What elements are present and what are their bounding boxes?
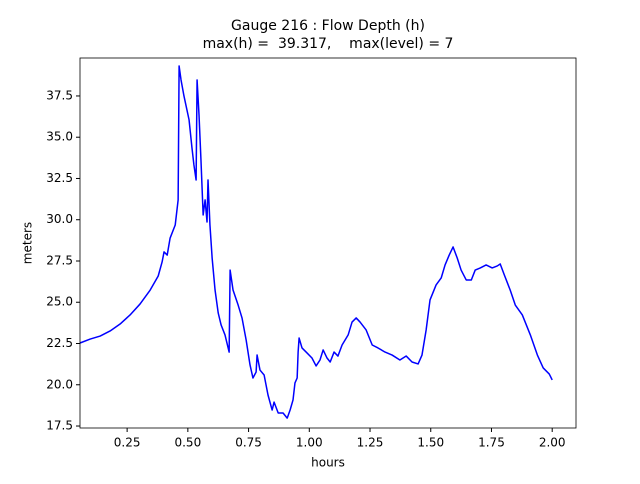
x-axis-label: hours bbox=[311, 456, 345, 470]
x-tick-label: 1.75 bbox=[478, 436, 505, 450]
x-tick-label: 1.25 bbox=[357, 436, 384, 450]
y-tick-label: 37.5 bbox=[46, 88, 73, 102]
x-tick-label: 2.00 bbox=[539, 436, 566, 450]
x-tick-label: 0.25 bbox=[114, 436, 141, 450]
x-tick-label: 1.00 bbox=[296, 436, 323, 450]
data-line bbox=[79, 65, 553, 419]
x-tick-label: 0.75 bbox=[235, 436, 262, 450]
x-tick-label: 0.50 bbox=[174, 436, 201, 450]
chart-subtitle: max(h) = 39.317, max(level) = 7 bbox=[203, 36, 454, 52]
y-tick-label: 20.0 bbox=[46, 377, 73, 391]
chart-title: Gauge 216 : Flow Depth (h) bbox=[231, 18, 425, 34]
x-tick-label: 1.50 bbox=[417, 436, 444, 450]
y-tick-label: 32.5 bbox=[46, 171, 73, 185]
y-tick-label: 17.5 bbox=[46, 419, 73, 433]
plot-frame bbox=[79, 57, 577, 429]
y-tick-label: 22.5 bbox=[46, 336, 73, 350]
y-tick-label: 27.5 bbox=[46, 253, 73, 267]
y-tick-label: 25.0 bbox=[46, 295, 73, 309]
y-tick-label: 35.0 bbox=[46, 130, 73, 144]
y-tick-label: 30.0 bbox=[46, 212, 73, 226]
y-axis-label: meters bbox=[21, 222, 35, 264]
